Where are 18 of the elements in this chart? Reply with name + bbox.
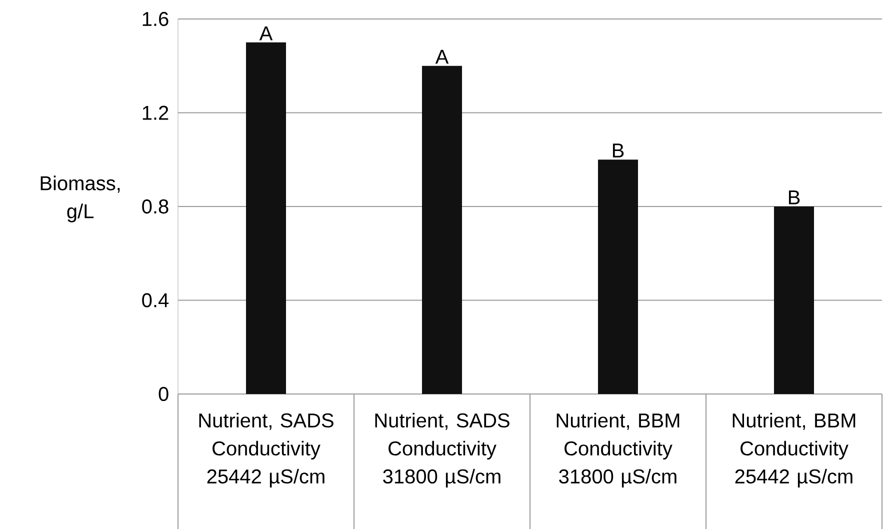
y-tick-label: 0.8 (142, 199, 168, 214)
annotation: B (612, 144, 624, 158)
y-axis-title: Biomass, g/L (40, 176, 120, 222)
y-tick-label: 1.6 (142, 12, 168, 26)
y-tick-label: 0.4 (142, 293, 169, 308)
bar (598, 160, 638, 394)
bar (774, 206, 814, 394)
bar (246, 42, 286, 394)
annotation: B (788, 190, 800, 204)
annotation: A (259, 26, 273, 40)
x-tick-label: Nutrient, SADS Conductivity 25442 µS/cm (199, 412, 334, 488)
x-tick-label: Nutrient, BBM Conductivity 25442 µS/cm (732, 412, 856, 488)
bar (422, 66, 462, 394)
annotation: A (435, 50, 449, 64)
y-tick-label: 0 (158, 386, 168, 402)
y-tick-label: 1.2 (142, 106, 168, 120)
x-tick-label: Nutrient, SADS Conductivity 31800 µS/cm (375, 412, 510, 488)
x-tick-label: Nutrient, BBM Conductivity 31800 µS/cm (556, 412, 680, 488)
